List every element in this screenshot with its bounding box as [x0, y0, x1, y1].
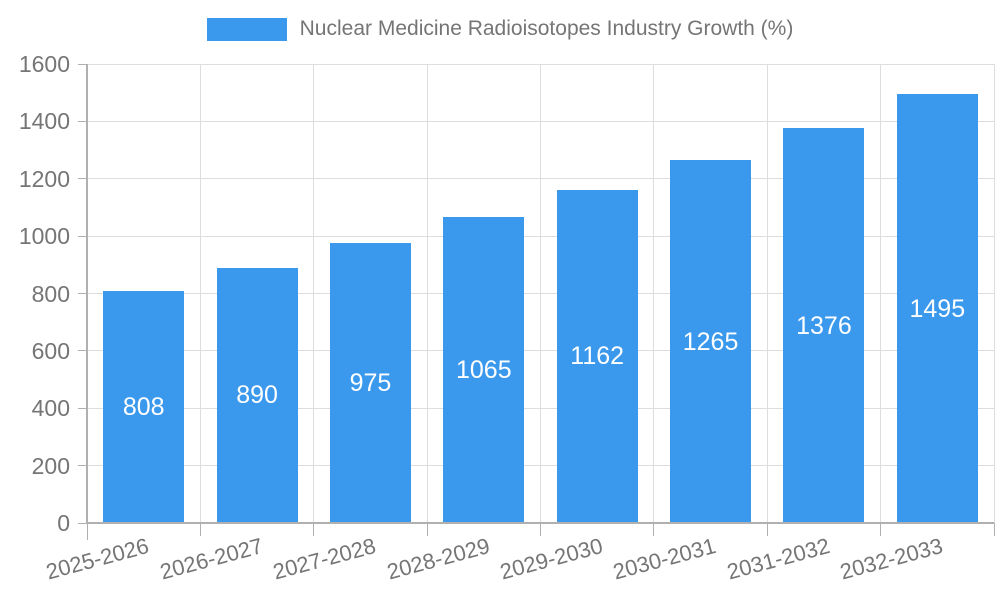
bar[interactable] — [329, 243, 411, 522]
legend-swatch — [206, 17, 287, 41]
y-axis-tick — [78, 522, 87, 524]
bar[interactable] — [216, 267, 298, 522]
x-axis-tick — [426, 523, 428, 536]
gridline-vertical — [993, 64, 995, 523]
y-axis-tick — [78, 178, 87, 180]
bar[interactable] — [103, 291, 185, 522]
x-axis-label: 2025-2026 — [43, 533, 152, 585]
y-axis-tick — [78, 293, 87, 294]
y-axis-tick — [78, 120, 87, 122]
y-axis-label: 400 — [31, 395, 70, 422]
gridline-vertical — [766, 64, 768, 523]
y-axis-label: 1200 — [18, 165, 70, 192]
bar-value-label: 1162 — [570, 342, 625, 371]
y-axis-label: 1600 — [18, 51, 70, 77]
x-axis-tick — [653, 523, 655, 536]
y-axis-line — [86, 64, 88, 523]
gridline-vertical — [199, 64, 201, 523]
gridline-vertical — [653, 64, 655, 523]
bar-value-label: 1265 — [682, 327, 739, 356]
bar-value-label: 1495 — [909, 294, 966, 323]
bar-value-label: 890 — [236, 381, 278, 410]
bar[interactable] — [443, 217, 525, 522]
x-axis-label: 2026-2027 — [157, 533, 266, 585]
y-axis-label: 0 — [57, 510, 70, 536]
x-axis-label: 2028-2029 — [383, 533, 493, 585]
x-axis-label: 2031-2032 — [724, 533, 833, 585]
x-axis-label: 2030-2031 — [610, 533, 719, 585]
bar-value-label: 808 — [122, 393, 165, 422]
bar[interactable] — [556, 189, 638, 522]
y-axis-label: 600 — [31, 337, 70, 364]
chart-legend-item[interactable]: Nuclear Medicine Radioisotopes Industry … — [0, 17, 1000, 41]
y-axis-label: 1000 — [18, 223, 70, 250]
x-axis-label: 2029-2030 — [497, 533, 606, 585]
bar-value-label: 1376 — [796, 311, 852, 340]
x-axis-label: 2032-2033 — [837, 533, 946, 585]
x-axis-tick — [540, 523, 541, 536]
gridline-vertical — [426, 64, 428, 523]
y-axis-tick — [78, 350, 87, 352]
y-axis-tick — [78, 63, 87, 65]
x-axis-tick — [199, 523, 201, 536]
x-axis-tick — [86, 523, 88, 540]
y-axis-tick — [78, 407, 87, 409]
bar-value-label: 975 — [349, 369, 392, 398]
y-axis-tick — [78, 465, 87, 467]
x-axis-tick — [993, 523, 995, 536]
x-axis-label: 2027-2028 — [270, 533, 379, 585]
bar-value-label: 1065 — [456, 356, 512, 385]
gridline-vertical — [540, 64, 541, 523]
gridline-vertical — [880, 64, 882, 523]
bar[interactable] — [783, 128, 865, 522]
gridline-vertical — [313, 64, 315, 523]
y-axis-label: 200 — [31, 452, 70, 479]
x-axis-tick — [880, 523, 882, 536]
x-axis-tick — [766, 523, 768, 536]
x-axis-tick — [313, 523, 315, 536]
legend-label: Nuclear Medicine Radioisotopes Industry … — [299, 17, 794, 40]
bar[interactable] — [896, 94, 978, 522]
bar[interactable] — [670, 160, 752, 522]
y-axis-tick — [78, 235, 87, 237]
y-axis-label: 1400 — [18, 108, 70, 135]
y-axis-label: 800 — [31, 280, 70, 307]
x-axis-line — [86, 522, 994, 524]
